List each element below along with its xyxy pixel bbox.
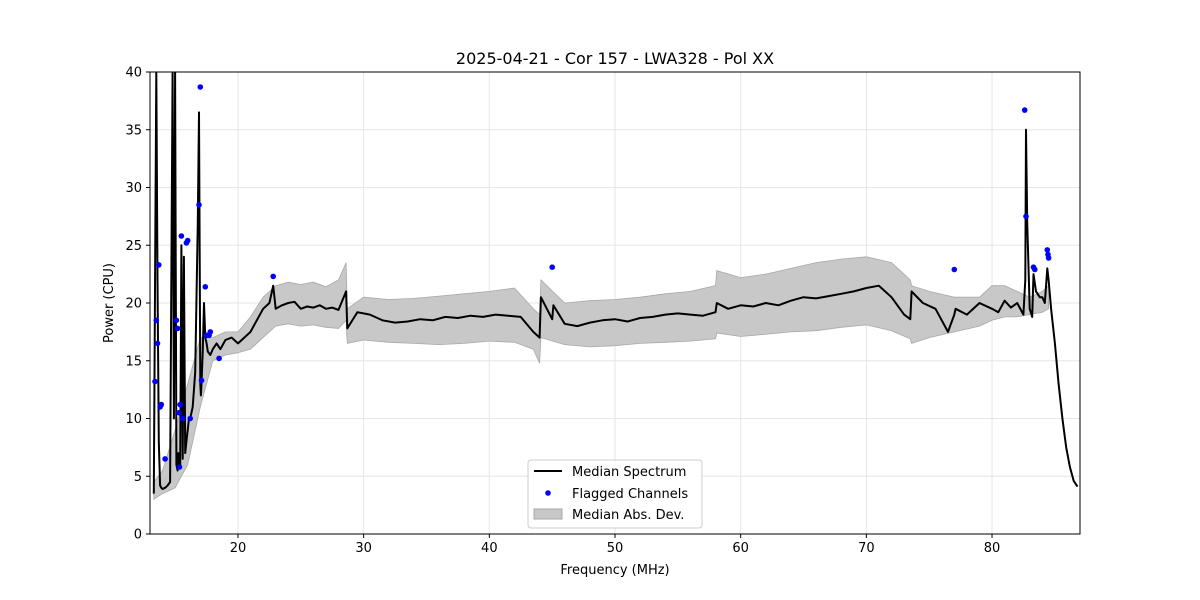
flagged-channel-point [179, 415, 186, 422]
legend: Median Spectrum Flagged Channels Median … [527, 459, 703, 529]
flagged-channel-point [154, 340, 161, 347]
legend-swatch-flagged [545, 490, 551, 496]
y-axis-title: Power (CPU) [102, 263, 117, 343]
x-axis-title: Frequency (MHz) [560, 563, 669, 578]
flagged-channel-point [202, 284, 209, 290]
flagged-channel-point [178, 233, 185, 239]
legend-swatch-mad [533, 508, 563, 520]
y-tick-label: 15 [125, 354, 142, 369]
flagged-channel-point [158, 401, 165, 408]
flagged-channel-point [156, 262, 162, 268]
flagged-channel-point [1032, 266, 1038, 273]
flagged-channel-point [951, 266, 958, 273]
x-tick-label: 40 [481, 541, 498, 556]
flagged-channel-point [1021, 107, 1028, 113]
flagged-channel-point [216, 355, 222, 362]
flagged-channels-layer [152, 84, 1052, 470]
flagged-channel-point [177, 401, 183, 408]
x-tick-label: 80 [984, 541, 1001, 556]
flagged-channel-point [174, 325, 181, 332]
y-tick-label: 10 [125, 412, 142, 427]
flagged-channel-point [198, 377, 205, 384]
flagged-channel-point [270, 273, 277, 280]
legend-label-median: Median Spectrum [572, 465, 686, 480]
legend-label-flagged: Flagged Channels [572, 487, 688, 502]
flagged-channel-point [173, 317, 180, 324]
flagged-channel-point [1044, 247, 1051, 253]
flagged-channel-point [184, 237, 191, 244]
x-tick-label: 60 [732, 541, 749, 556]
flagged-channel-point [152, 378, 158, 385]
flagged-channel-point [176, 409, 182, 416]
flagged-channel-point [187, 415, 193, 422]
y-tick-label: 25 [125, 239, 142, 254]
y-tick-label: 35 [125, 123, 142, 138]
flagged-channel-point [162, 456, 168, 462]
y-tick-label: 40 [125, 66, 142, 81]
chart-title: 2025-04-21 - Cor 157 - LWA328 - Pol XX [456, 49, 774, 68]
flagged-channel-point [197, 84, 204, 90]
x-tick-label: 70 [858, 541, 875, 556]
flagged-channel-point [1023, 213, 1029, 220]
flagged-channel-point [196, 202, 202, 208]
y-tick-label: 30 [125, 181, 142, 196]
flagged-channel-point [1045, 255, 1052, 261]
y-tick-label: 20 [125, 297, 142, 312]
legend-box [527, 459, 703, 529]
flagged-channel-point [549, 264, 555, 271]
x-tick-label: 20 [230, 541, 247, 556]
y-tick-label: 0 [134, 528, 142, 543]
flagged-channel-point [176, 464, 183, 470]
flagged-channel-point [153, 317, 160, 324]
y-tick-label: 5 [134, 470, 142, 485]
x-tick-label: 50 [607, 541, 624, 556]
flagged-channel-point [207, 329, 214, 335]
axis-ticks: 20 30 40 50 60 70 80 0 5 10 15 20 25 30 35 40 [125, 66, 1000, 557]
legend-label-mad: Median Abs. Dev. [572, 508, 684, 523]
x-tick-label: 30 [355, 541, 372, 556]
